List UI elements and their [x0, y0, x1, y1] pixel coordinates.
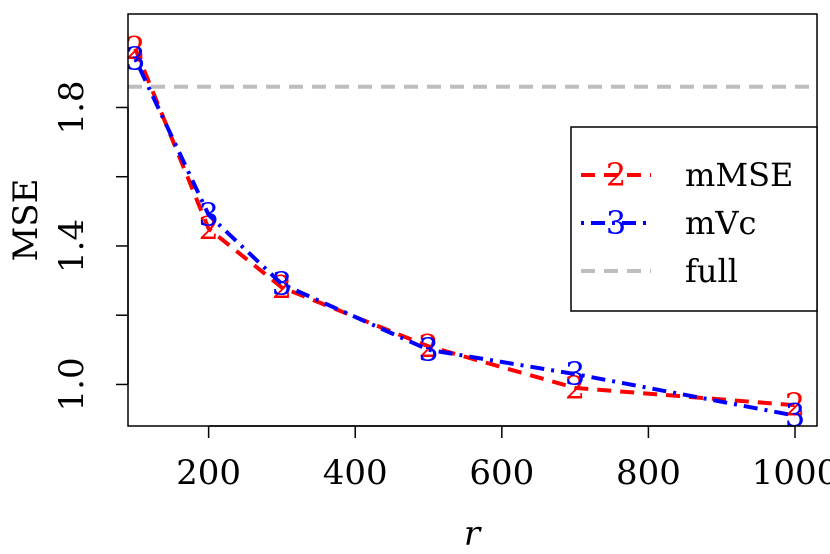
legend: 2 mMSE 3 mVc full [570, 126, 818, 312]
x-axis-title: r [464, 514, 482, 554]
y-tick-label-1.8: 1.8 [52, 80, 92, 134]
legend-label-mmse: mMSE [685, 156, 793, 194]
legend-label-full: full [685, 252, 738, 290]
point-mvc-500: 3 [418, 331, 438, 369]
point-mvc-1000: 3 [785, 397, 805, 435]
series-line-mmse [133, 47, 796, 408]
legend-marker-mmse: 2 [606, 156, 626, 194]
x-tick-label-400: 400 [323, 453, 388, 493]
y-tick-label-1: 1.0 [52, 357, 92, 411]
legend-marker-mvc: 3 [606, 204, 626, 242]
x-tick-label-800: 800 [616, 453, 681, 493]
point-mmse-500: 2 [418, 327, 438, 365]
y-axis: 1.0 1.4 1.8 [52, 80, 129, 411]
legend-box [570, 126, 818, 312]
point-mmse-700: 2 [565, 369, 585, 407]
legend-label-mvc: mVc [685, 204, 756, 242]
point-mvc-300: 3 [272, 265, 292, 303]
point-mvc-100: 3 [125, 40, 145, 78]
point-mmse-1000: 2 [785, 386, 805, 424]
x-axis: 200 400 600 800 1000 [176, 425, 830, 493]
x-tick-label-200: 200 [176, 453, 241, 493]
point-mmse-100: 2 [125, 30, 145, 68]
series-line-mvc [133, 58, 796, 418]
y-tick-label-1.4: 1.4 [52, 219, 92, 273]
point-mvc-700: 3 [565, 355, 585, 393]
point-mvc-200: 3 [198, 196, 218, 234]
x-tick-label-1000: 1000 [752, 453, 830, 493]
x-tick-label-600: 600 [469, 453, 534, 493]
y-axis-title: MSE [6, 179, 46, 262]
